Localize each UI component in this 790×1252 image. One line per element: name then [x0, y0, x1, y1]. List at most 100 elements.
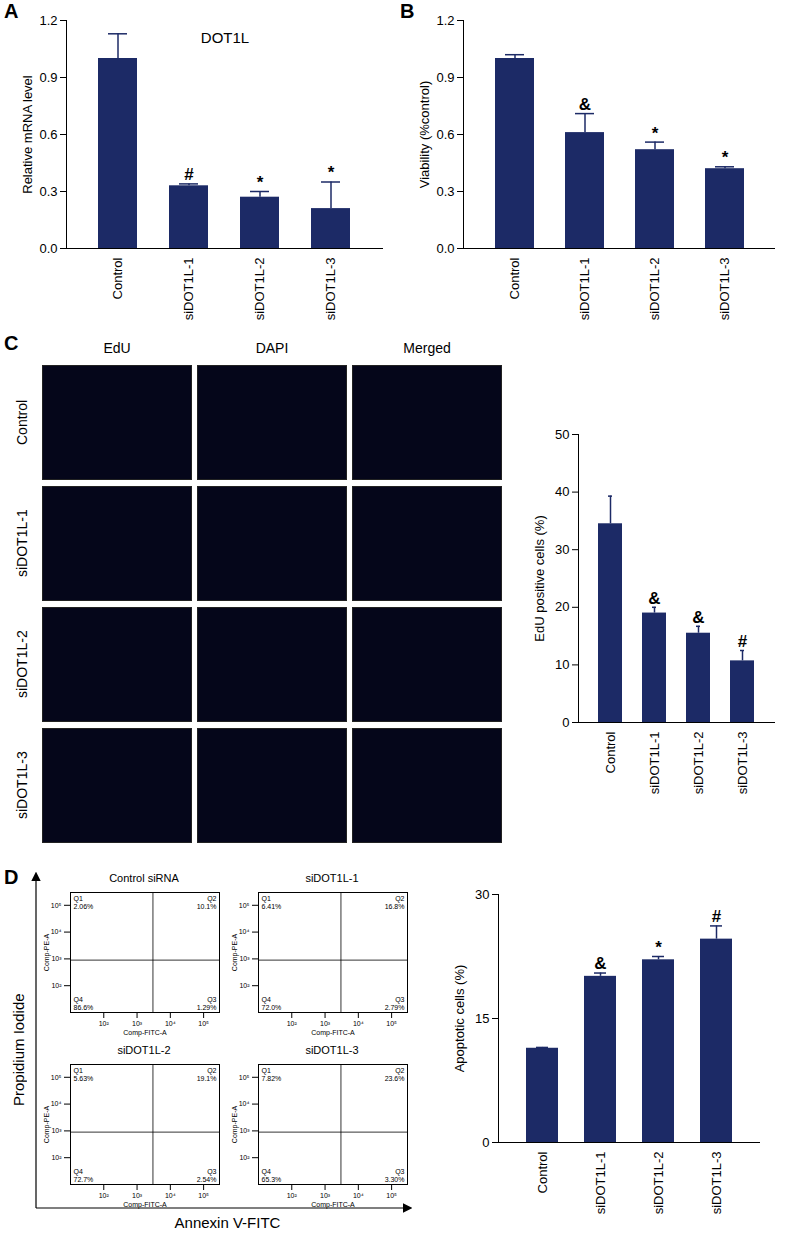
svg-text:siDOT1L-1: siDOT1L-1: [593, 1152, 608, 1215]
svg-text:0: 0: [482, 1135, 489, 1150]
svg-text:DOT1L: DOT1L: [201, 29, 249, 46]
svg-text:10³: 10³: [132, 1192, 143, 1199]
svg-text:10³: 10³: [320, 1020, 331, 1027]
svg-text:10²: 10²: [51, 1154, 62, 1161]
svg-text:Control: Control: [603, 731, 618, 773]
svg-text:Q465.3%: Q465.3%: [262, 1168, 282, 1183]
svg-text:Comp-PE-A: Comp-PE-A: [231, 1105, 239, 1143]
svg-text:siDOT1L-3: siDOT1L-3: [709, 1152, 724, 1215]
svg-text:Q31.29%: Q31.29%: [197, 996, 217, 1011]
svg-text:EdU positive cells (%): EdU positive cells (%): [532, 515, 547, 641]
svg-text:0: 0: [562, 715, 569, 730]
svg-text:10⁵: 10⁵: [51, 902, 62, 909]
svg-text:Control: Control: [110, 257, 125, 299]
svg-text:10⁴: 10⁴: [51, 1100, 62, 1107]
svg-text:*: *: [257, 173, 264, 192]
svg-text:0.9: 0.9: [39, 70, 57, 85]
svg-text:1.2: 1.2: [436, 13, 454, 28]
svg-text:20: 20: [555, 599, 569, 614]
svg-text:Q219.1%: Q219.1%: [197, 1067, 217, 1082]
svg-text:10⁵: 10⁵: [386, 1020, 397, 1027]
svg-text:10⁴: 10⁴: [51, 928, 62, 935]
svg-text:&: &: [594, 954, 606, 973]
svg-text:Q12.06%: Q12.06%: [74, 895, 94, 910]
svg-text:*: *: [722, 148, 729, 167]
svg-text:Viability (%control): Viability (%control): [417, 81, 432, 188]
svg-text:Q216.8%: Q216.8%: [385, 895, 405, 910]
svg-text:Q16.41%: Q16.41%: [262, 895, 282, 910]
svg-text:1.2: 1.2: [39, 13, 57, 28]
svg-text:#: #: [738, 632, 748, 651]
svg-text:15: 15: [475, 1011, 489, 1026]
svg-text:Relative mRNA level: Relative mRNA level: [20, 75, 35, 194]
svg-text:siDOT1L-2: siDOT1L-2: [651, 1152, 666, 1215]
svg-text:10³: 10³: [239, 1127, 250, 1134]
svg-text:Q486.6%: Q486.6%: [74, 996, 94, 1011]
svg-text:10³: 10³: [320, 1192, 331, 1199]
svg-text:siDOT1L-1: siDOT1L-1: [647, 732, 662, 795]
svg-text:Comp-FITC-A: Comp-FITC-A: [311, 1201, 355, 1209]
svg-text:&: &: [579, 95, 591, 114]
svg-text:10: 10: [555, 657, 569, 672]
svg-text:10²: 10²: [287, 1192, 298, 1199]
svg-text:0.0: 0.0: [436, 241, 454, 256]
svg-text:siDOT1L-2: siDOT1L-2: [691, 732, 706, 795]
svg-text:Comp-PE-A: Comp-PE-A: [43, 933, 51, 971]
svg-text:Comp-PE-A: Comp-PE-A: [43, 1105, 51, 1143]
svg-text:10²: 10²: [239, 982, 250, 989]
svg-text:siDOT1L-2: siDOT1L-2: [252, 258, 267, 321]
svg-text:40: 40: [555, 484, 569, 499]
svg-text:#: #: [184, 165, 194, 184]
svg-text:30: 30: [555, 542, 569, 557]
svg-text:10⁵: 10⁵: [239, 1074, 250, 1081]
svg-text:siDOT1L-3: siDOT1L-3: [323, 258, 338, 321]
svg-text:0.0: 0.0: [39, 241, 57, 256]
svg-text:10³: 10³: [132, 1020, 143, 1027]
svg-text:siDOT1L-2: siDOT1L-2: [647, 258, 662, 321]
svg-text:10⁵: 10⁵: [386, 1192, 397, 1199]
svg-text:10²: 10²: [99, 1192, 110, 1199]
svg-text:Q472.7%: Q472.7%: [74, 1168, 94, 1183]
svg-text:10²: 10²: [287, 1020, 298, 1027]
svg-text:10⁴: 10⁴: [239, 928, 250, 935]
svg-text:Q32.54%: Q32.54%: [197, 1168, 217, 1183]
svg-text:siDOT1L-3: siDOT1L-3: [735, 732, 750, 795]
svg-text:Comp-FITC-A: Comp-FITC-A: [123, 1201, 167, 1209]
svg-text:10⁴: 10⁴: [165, 1020, 176, 1027]
svg-text:10⁴: 10⁴: [165, 1192, 176, 1199]
svg-text:Q32.79%: Q32.79%: [385, 996, 405, 1011]
svg-text:0.6: 0.6: [436, 127, 454, 142]
svg-text:10⁴: 10⁴: [353, 1192, 364, 1199]
svg-text:Comp-FITC-A: Comp-FITC-A: [123, 1029, 167, 1037]
svg-text:siDOT1L-1: siDOT1L-1: [181, 258, 196, 321]
svg-text:0.3: 0.3: [436, 184, 454, 199]
svg-text:10⁴: 10⁴: [239, 1100, 250, 1107]
svg-text:10³: 10³: [51, 955, 62, 962]
svg-text:Q223.6%: Q223.6%: [385, 1067, 405, 1082]
svg-text:50: 50: [555, 427, 569, 442]
svg-text:10⁴: 10⁴: [353, 1020, 364, 1027]
svg-text:10⁵: 10⁵: [198, 1192, 209, 1199]
svg-text:0.6: 0.6: [39, 127, 57, 142]
svg-text:10³: 10³: [239, 955, 250, 962]
svg-text:&: &: [692, 608, 704, 627]
svg-text:10²: 10²: [99, 1020, 110, 1027]
svg-text:Q472.0%: Q472.0%: [262, 996, 282, 1011]
svg-text:10²: 10²: [51, 982, 62, 989]
svg-text:0.3: 0.3: [39, 184, 57, 199]
svg-text:Comp-FITC-A: Comp-FITC-A: [311, 1029, 355, 1037]
svg-text:siDOT1L-3: siDOT1L-3: [717, 258, 732, 321]
svg-text:*: *: [655, 938, 662, 957]
svg-text:*: *: [328, 163, 335, 182]
svg-text:Control: Control: [507, 257, 522, 299]
svg-text:Q17.82%: Q17.82%: [262, 1067, 282, 1082]
svg-text:10⁵: 10⁵: [239, 902, 250, 909]
svg-text:Q15.63%: Q15.63%: [74, 1067, 94, 1082]
svg-text:Q33.30%: Q33.30%: [385, 1168, 405, 1183]
svg-text:#: #: [712, 907, 722, 926]
svg-text:10⁵: 10⁵: [198, 1020, 209, 1027]
svg-text:Comp-PE-A: Comp-PE-A: [231, 933, 239, 971]
svg-text:&: &: [648, 589, 660, 608]
svg-text:30: 30: [475, 887, 489, 902]
svg-text:10⁵: 10⁵: [51, 1074, 62, 1081]
